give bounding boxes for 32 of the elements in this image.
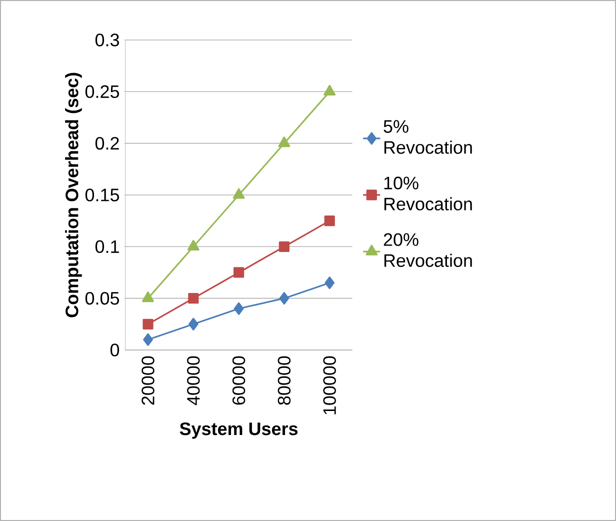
point (324, 276, 335, 290)
legend-label: 10% Revocation (384, 176, 472, 210)
point (234, 302, 244, 315)
y-tick-label: 0.1 (95, 240, 119, 254)
y-tick-label: 0.15 (85, 188, 120, 202)
point (278, 241, 290, 252)
x-tick-label: 100000 (323, 356, 336, 414)
y-axis-title: Computation Overhead (sec) (65, 72, 82, 318)
x-tick-label: 40000 (187, 356, 200, 406)
y-tick-label: 0.2 (95, 136, 119, 150)
point (143, 333, 153, 346)
x-axis-title: System Users (180, 422, 298, 439)
point (234, 267, 244, 278)
point (188, 318, 198, 330)
x-tick-label: 20000 (142, 356, 154, 405)
y-tick-label: 0.3 (95, 34, 119, 46)
y-tick-label: 0.25 (85, 85, 120, 98)
y-tick-label: 0.05 (85, 292, 120, 305)
x-tick-label: 60000 (232, 356, 246, 405)
point (232, 188, 245, 199)
legend-label: 20% Revocation (384, 233, 472, 267)
legend-label: 5% Revocation (384, 120, 472, 154)
y-tick-label: 0 (110, 344, 120, 356)
point (279, 292, 290, 305)
point (278, 136, 290, 148)
point (188, 293, 199, 304)
point (142, 318, 154, 330)
point (142, 292, 154, 302)
point (187, 240, 200, 250)
point (324, 216, 335, 226)
x-tick-label: 80000 (278, 356, 291, 405)
point (324, 84, 336, 96)
